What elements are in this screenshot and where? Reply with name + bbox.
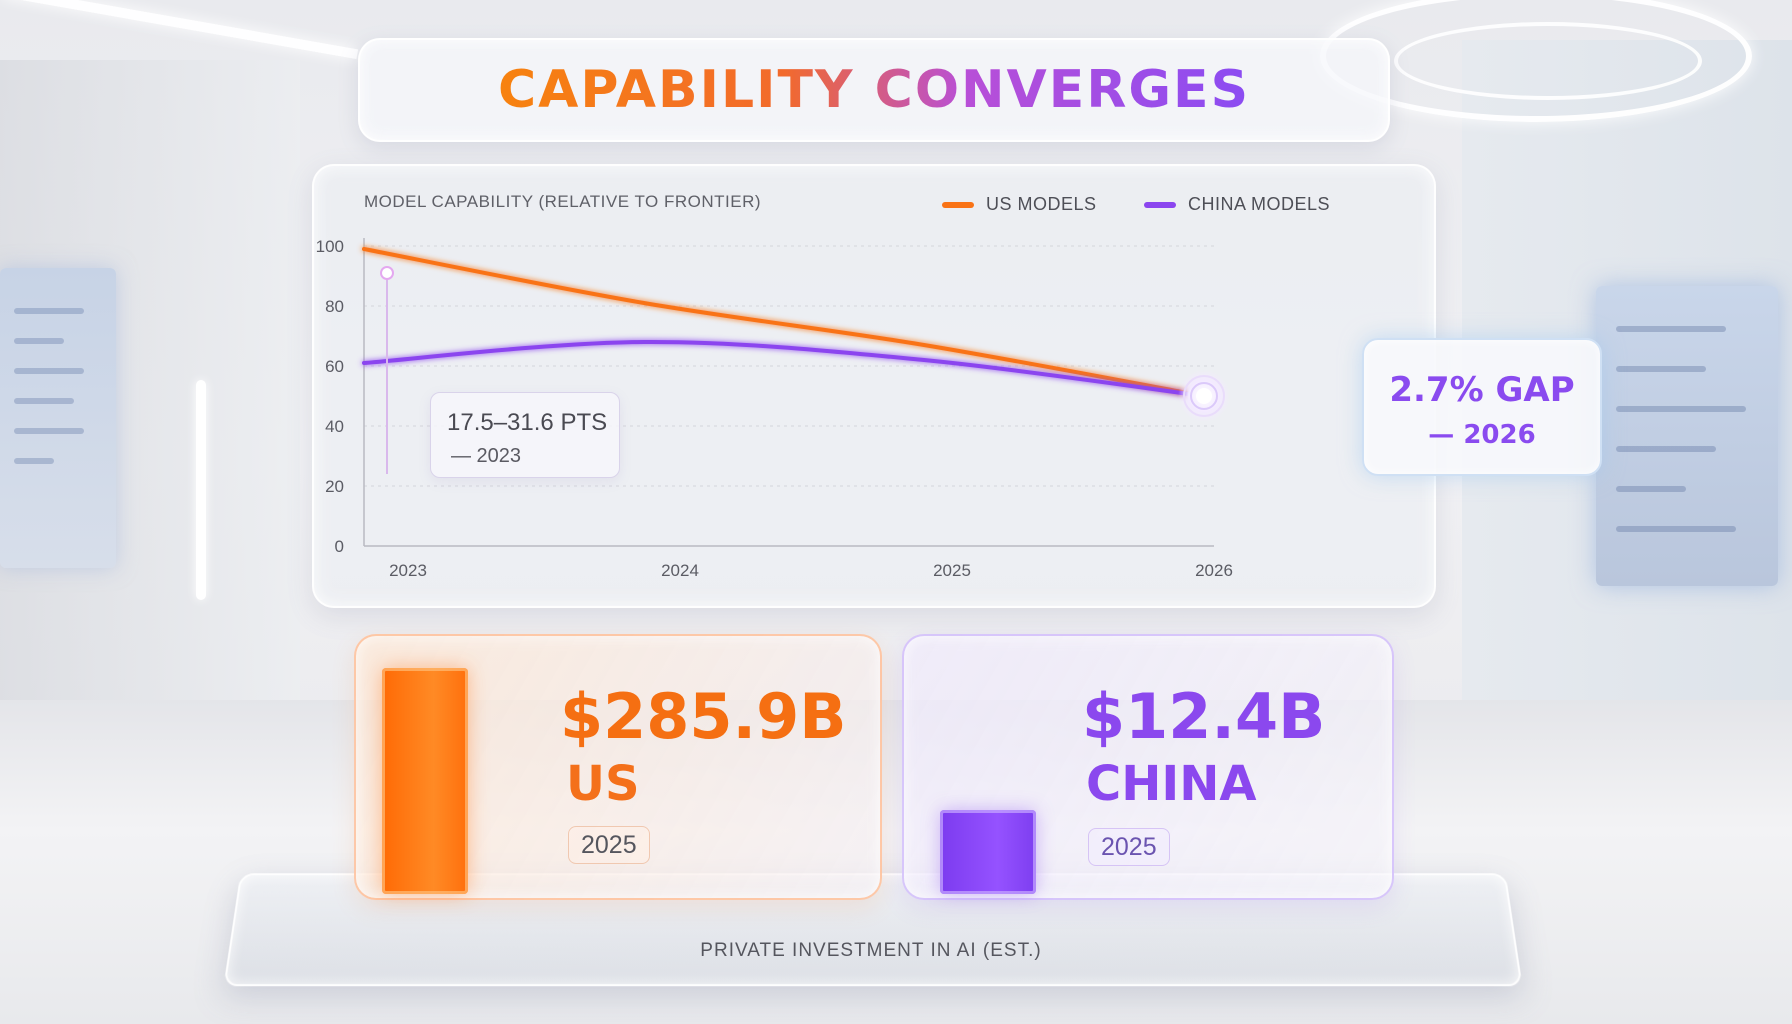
legend-swatch-china xyxy=(1144,202,1176,208)
ceiling-light-strip xyxy=(2,0,358,59)
x-tick-label: 2026 xyxy=(1195,561,1233,580)
x-tick-label: 2023 xyxy=(389,561,427,580)
gap-2026-callout: 2.7% GAP — 2026 xyxy=(1362,338,1602,476)
background-screen-left xyxy=(0,268,116,568)
investment-label: PRIVATE INVESTMENT IN AI (EST.) xyxy=(232,940,1510,962)
us-investment-bar xyxy=(382,668,468,894)
ceiling-ring-light-inner xyxy=(1394,22,1702,100)
chart-panel: 0 20 40 60 80 100 2023 2024 2025 2026 MODEL CAPAB… xyxy=(312,164,1436,608)
wall-light-column xyxy=(196,380,206,600)
y-tick-label: 80 xyxy=(325,297,344,316)
capability-line-chart: 0 20 40 60 80 100 2023 2024 2025 2026 xyxy=(314,166,1434,606)
x-tick-label: 2024 xyxy=(661,561,699,580)
gap-2023-callout: 17.5–31.6 PTS — 2023 xyxy=(430,392,620,478)
page-title: CAPABILITY CONVERGES xyxy=(498,60,1250,120)
gap-2026-year: — 2026 xyxy=(1364,420,1600,450)
title-panel: CAPABILITY CONVERGES xyxy=(358,38,1390,142)
gap-2023-marker-dot xyxy=(381,267,393,279)
legend-label-china: CHINA MODELS xyxy=(1188,194,1330,215)
us-investment-amount: $285.9B xyxy=(560,680,847,753)
china-country-label: CHINA xyxy=(1086,756,1257,812)
china-investment-bar xyxy=(940,810,1036,894)
background-wall-left xyxy=(0,60,300,700)
y-tick-label: 40 xyxy=(325,417,344,436)
y-tick-label: 60 xyxy=(325,357,344,376)
y-tick-label: 20 xyxy=(325,477,344,496)
convergence-point xyxy=(1196,388,1212,404)
legend-item-us: US MODELS xyxy=(942,194,1097,215)
gap-2023-year: — 2023 xyxy=(451,445,521,468)
legend-swatch-us xyxy=(942,202,974,208)
y-tick-label: 100 xyxy=(316,237,344,256)
gap-2023-label: 17.5–31.6 PTS xyxy=(447,409,607,437)
background-screen-right xyxy=(1596,286,1778,586)
us-models-line xyxy=(364,249,1204,396)
china-year-badge: 2025 xyxy=(1088,828,1170,866)
china-models-line xyxy=(364,342,1204,396)
legend-label-us: US MODELS xyxy=(986,194,1097,215)
y-tick-label: 0 xyxy=(335,537,344,556)
gap-2026-label: 2.7% GAP xyxy=(1364,370,1600,410)
china-investment-amount: $12.4B xyxy=(1082,680,1325,753)
y-axis-title: MODEL CAPABILITY (RELATIVE TO FRONTIER) xyxy=(364,192,761,212)
x-tick-label: 2025 xyxy=(933,561,971,580)
us-country-label: US xyxy=(566,756,640,812)
legend-item-china: CHINA MODELS xyxy=(1144,194,1330,215)
us-year-badge: 2025 xyxy=(568,826,650,864)
